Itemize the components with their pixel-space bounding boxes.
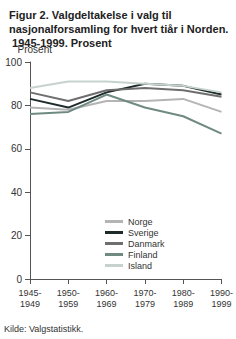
svg-text:1969: 1969 (97, 299, 117, 309)
svg-text:1979: 1979 (135, 299, 155, 309)
svg-text:1989: 1989 (173, 299, 193, 309)
svg-text:1959: 1959 (58, 299, 78, 309)
svg-text:Sverige: Sverige (128, 228, 159, 238)
svg-text:1949: 1949 (20, 299, 40, 309)
svg-text:1945-1999. Prosent: 1945-1999. Prosent (9, 37, 112, 49)
svg-text:1960-: 1960- (95, 288, 118, 298)
svg-text:Danmark: Danmark (128, 239, 165, 249)
svg-text:100: 100 (5, 57, 22, 68)
svg-text:Finland: Finland (128, 250, 158, 260)
svg-text:Norge: Norge (128, 217, 153, 227)
svg-text:Figur 2. Valgdeltakelse i valg: Figur 2. Valgdeltakelse i valg til (9, 9, 175, 21)
svg-text:20: 20 (11, 230, 23, 241)
svg-text:0: 0 (16, 274, 22, 285)
svg-text:Island: Island (128, 261, 152, 271)
svg-text:1970-: 1970- (133, 288, 156, 298)
svg-text:1980-: 1980- (172, 288, 195, 298)
svg-text:60: 60 (11, 143, 23, 154)
svg-text:Kilde: Valgstatistikk.: Kilde: Valgstatistikk. (4, 324, 83, 334)
svg-text:1945-: 1945- (18, 288, 41, 298)
svg-text:1950-: 1950- (57, 288, 80, 298)
svg-text:1999: 1999 (211, 299, 231, 309)
svg-text:80: 80 (11, 100, 23, 111)
svg-text:40: 40 (11, 187, 23, 198)
svg-text:nasjonalforsamling for hvert t: nasjonalforsamling for hvert tiår i Nord… (9, 23, 228, 35)
svg-text:1990-: 1990- (210, 288, 233, 298)
